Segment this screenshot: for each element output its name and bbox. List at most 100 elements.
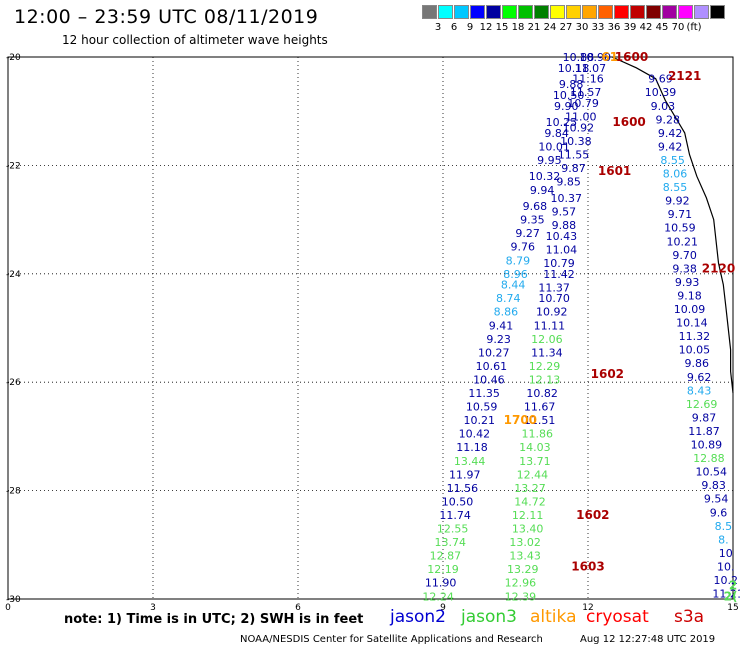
wave-height-value: 14.72: [514, 495, 546, 508]
wave-height-value: 13.02: [509, 536, 541, 549]
wave-height-value: 10.92: [563, 121, 595, 134]
wave-height-value: 9.42: [658, 127, 683, 140]
scale-swatch: [486, 5, 501, 19]
wave-height-value: 10.50: [553, 89, 585, 102]
wave-height-value: 11.74: [439, 509, 471, 522]
wave-height-value: 9.88: [559, 78, 584, 91]
wave-height-value: 11.67: [524, 401, 556, 414]
cycle-label: 1601: [598, 164, 631, 178]
wave-height-value: 11.86: [522, 428, 554, 441]
wave-height-value: 9.23: [486, 333, 511, 346]
scale-swatch: [630, 5, 645, 19]
scale-label: (ft): [686, 22, 702, 33]
wave-height-value: 10.59: [466, 401, 498, 414]
coastline: [611, 56, 734, 394]
wave-height-value: 10.61: [476, 360, 508, 373]
scale-label: 27: [559, 22, 573, 33]
scale-label: 33: [591, 22, 605, 33]
wave-height-value: 11.34: [531, 346, 563, 359]
wave-height-value: 10.59: [664, 222, 696, 235]
mission-jason3: jason3: [461, 607, 517, 627]
wave-height-value: 9.6: [710, 506, 728, 519]
wave-height-value: 8.: [718, 533, 729, 546]
wave-height-value: 12.55: [437, 523, 469, 536]
scale-label: 30: [575, 22, 589, 33]
lon-tick-label: 9: [440, 603, 446, 610]
wave-height-value: 11.07: [575, 62, 607, 75]
scale-label: 12: [479, 22, 493, 33]
wave-height-value: 10.39: [645, 86, 677, 99]
wave-height-value: 12.44: [517, 468, 549, 481]
wave-height-value: 11.21: [712, 588, 740, 601]
scale-label: 24: [543, 22, 557, 33]
wave-height-value: 9.84: [544, 127, 569, 140]
lon-tick-label: 3: [150, 603, 156, 610]
wave-height-value: 13.40: [512, 523, 544, 536]
wave-height-value: 11.04: [546, 243, 578, 256]
wave-height-value: 12.11: [512, 509, 544, 522]
wave-height-value: 11.51: [524, 414, 556, 427]
wave-height-value: 8.44: [501, 279, 526, 292]
cycle-label: 2120: [702, 261, 735, 275]
wave-height-value: 10.92: [536, 306, 568, 319]
wave-height-value: 9.94: [530, 184, 555, 197]
wave-height-value: 10.88: [563, 51, 595, 64]
wave-height-value: 9.90: [554, 100, 579, 113]
wave-height-value: 8.55: [663, 181, 688, 194]
scale-swatch: [550, 5, 565, 19]
scale-swatch: [646, 5, 661, 19]
wave-height-value: 12.96: [505, 577, 537, 590]
wave-height-value: 10.21: [464, 414, 496, 427]
scale-label: 36: [607, 22, 621, 33]
lat-tick-label: -22: [6, 161, 21, 171]
wave-height-value: 10.43: [546, 230, 578, 243]
wave-height-value: 8.86: [494, 306, 519, 319]
mission-s3a: s3a: [674, 607, 705, 627]
wave-height-value: 10.46: [473, 373, 505, 386]
wave-height-value: 12.13: [529, 373, 561, 386]
scale-label: 39: [623, 22, 637, 33]
wave-height-value: 11.32: [679, 330, 711, 343]
scale-swatch: [598, 5, 613, 19]
scale-label: 45: [655, 22, 669, 33]
wave-height-value: 11.42: [543, 268, 575, 281]
lon-tick-label: 0: [5, 603, 11, 610]
lat-tick-label: -30: [6, 595, 21, 605]
wave-height-value: 11.16: [572, 73, 604, 86]
wave-height-value: 9.28: [656, 113, 681, 126]
wave-height-value: 10.89: [691, 439, 723, 452]
wave-height-value: 10.38: [560, 135, 592, 148]
map-grid: [7, 56, 734, 600]
wave-height-value: 8.5: [715, 520, 733, 533]
wave-height-value: 9.95: [537, 154, 562, 167]
wave-height-value: 9.57: [552, 205, 577, 218]
cycle-label: 1600: [615, 50, 648, 64]
lon-tick-label: 15: [727, 603, 738, 610]
scale-swatch: [614, 5, 629, 19]
scale-swatch: [422, 5, 437, 19]
scale-label: 15: [495, 22, 509, 33]
wave-height-value: 8.43: [687, 384, 712, 397]
wave-height-value: 10.2: [714, 574, 739, 587]
credit-line: NOAA/NESDIS Center for Satellite Applica…: [240, 634, 543, 645]
scale-swatch: [678, 5, 693, 19]
wave-height-value: 10.50: [442, 495, 474, 508]
wave-height-value: 9.86: [685, 357, 710, 370]
cycle-label: 1602: [591, 367, 624, 381]
wave-height-value: 12.87: [430, 550, 462, 563]
cycle-label: 1602: [576, 508, 609, 522]
wave-height-value: 10.79: [543, 257, 575, 270]
wave-height-value: 10.90: [580, 51, 612, 64]
wave-height-value: 10.27: [478, 346, 510, 359]
wave-height-value: 8.55: [660, 154, 685, 167]
wave-height-value: 10.70: [538, 292, 570, 305]
wave-height-value: 10.37: [551, 192, 583, 205]
map-title: 12:00 – 23:59 UTC 08/11/2019: [14, 6, 319, 28]
scale-label: 9: [466, 22, 474, 33]
scale-swatch: [454, 5, 469, 19]
scale-label: 70: [671, 22, 685, 33]
wave-height-value: 12.24: [422, 590, 454, 603]
lat-tick-label: -24: [6, 270, 21, 280]
wave-height-value: 9.03: [651, 100, 676, 113]
footer-note: note: 1) Time is in UTC; 2) SWH is in fe…: [64, 612, 364, 627]
